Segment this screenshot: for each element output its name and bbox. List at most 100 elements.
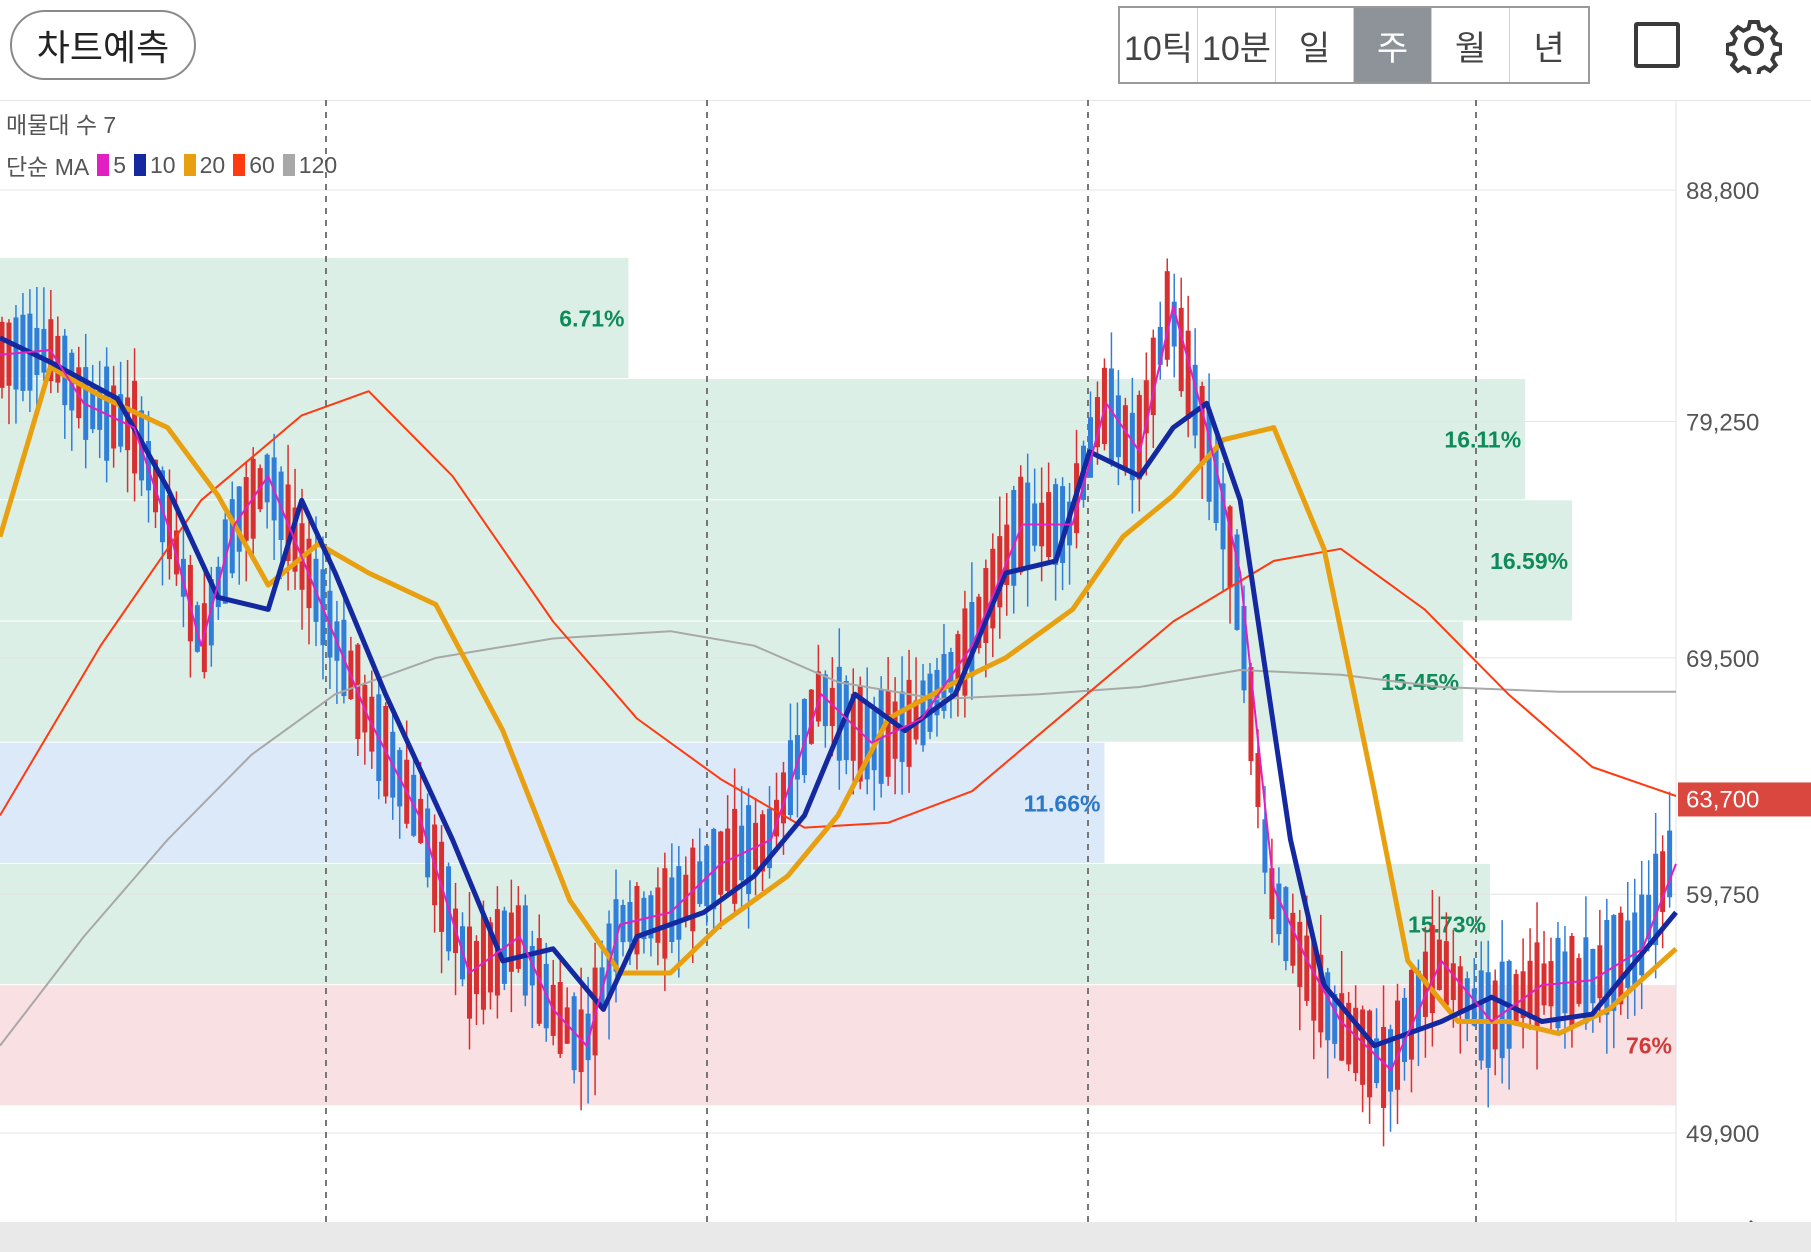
ma-swatch-120	[282, 154, 295, 176]
candle-body	[1450, 963, 1456, 1001]
candle-body	[1185, 330, 1191, 419]
candle-body	[1653, 853, 1659, 946]
candle-body	[1192, 364, 1198, 436]
candle-body	[1227, 506, 1233, 588]
candle-body	[1290, 912, 1296, 966]
gear-icon[interactable]	[1726, 18, 1782, 74]
period-tab-1[interactable]: 10분	[1198, 8, 1276, 82]
candle-body	[76, 367, 82, 419]
candle-body	[1388, 1029, 1394, 1092]
candle-body	[941, 653, 947, 711]
candle-body	[1443, 941, 1449, 1006]
candle-body	[1087, 417, 1093, 478]
candle-body	[1464, 978, 1470, 1019]
x-axis-bar	[0, 1222, 1811, 1252]
candle-body	[1122, 405, 1128, 468]
candle-body	[1094, 397, 1100, 448]
candle-body	[1164, 271, 1170, 360]
volume-zone-pct: 6.71%	[559, 305, 624, 331]
candle-body	[801, 699, 807, 776]
ma-swatch-20	[183, 154, 196, 176]
candle-body	[1346, 1002, 1352, 1065]
chart-predict-button[interactable]: 차트예측	[10, 10, 196, 80]
candle-body	[180, 558, 186, 597]
ma-period-label: 10	[150, 151, 176, 178]
candle-body	[767, 808, 773, 869]
candle-body	[857, 686, 863, 782]
candle-body	[159, 470, 165, 543]
ma-swatch-10	[134, 154, 147, 176]
candle-body	[829, 687, 835, 727]
volume-zone-pct: 16.11%	[1444, 427, 1521, 453]
y-tick-label: 49,900	[1686, 1121, 1759, 1148]
candle-body	[1394, 1000, 1400, 1090]
candle-body	[1381, 1026, 1387, 1108]
ma-swatch-60	[233, 154, 246, 176]
ma-legend-prefix: 단순 MA	[6, 154, 90, 180]
candle-body	[927, 673, 933, 732]
candle-body	[983, 568, 989, 643]
volume-profile-legend: 매물대 수 7	[6, 106, 116, 140]
candle-body	[836, 666, 842, 761]
candle-body	[1660, 851, 1666, 913]
candle-body	[794, 735, 800, 780]
candle-body	[1304, 935, 1310, 1001]
ma-period-label: 60	[249, 151, 275, 178]
y-tick-label: 79,250	[1686, 410, 1759, 437]
candle-body	[1374, 1038, 1380, 1084]
candle-body	[1590, 948, 1596, 1004]
candle-body	[1150, 337, 1156, 416]
ma-period-label: 20	[199, 151, 226, 178]
candle-body	[1618, 912, 1624, 1005]
ma120-line	[0, 630, 1676, 1047]
period-selector: 10틱 10분 일 주 월 년	[1118, 6, 1590, 84]
candle-body	[166, 495, 172, 560]
price-chart[interactable]: 6.71%16.11%16.59%15.45%11.66%15.73%76%88…	[0, 100, 1811, 1252]
candle-body	[822, 674, 828, 727]
square-icon[interactable]	[1634, 22, 1680, 68]
candle-body	[1499, 961, 1505, 1059]
candle-body	[1129, 412, 1135, 481]
period-tab-2[interactable]: 일	[1276, 8, 1354, 82]
candle-body	[850, 693, 856, 761]
candle-body	[55, 335, 61, 383]
candle-body	[892, 701, 898, 759]
candle-body	[976, 596, 982, 649]
candle-body	[1527, 960, 1533, 1019]
candle-body	[1171, 301, 1177, 347]
candle-body	[920, 680, 926, 746]
candle-body	[1646, 894, 1652, 940]
candle-body	[1457, 966, 1463, 1015]
candle-body	[906, 679, 912, 767]
candle-body	[1429, 925, 1435, 1014]
candle-body	[1178, 307, 1184, 392]
candle-body	[1667, 830, 1673, 898]
candle-body	[153, 459, 159, 513]
candle-body	[690, 847, 696, 932]
candle-body	[1157, 326, 1163, 365]
period-tab-3[interactable]: 주	[1354, 8, 1432, 82]
period-tab-5[interactable]: 년	[1510, 8, 1588, 82]
candle-body	[146, 441, 152, 491]
candle-body	[815, 671, 821, 722]
candle-body	[1108, 368, 1114, 464]
candle-body	[1136, 394, 1142, 480]
candle-body	[1115, 395, 1121, 458]
volume-zone-pct: 76%	[1626, 1033, 1672, 1059]
period-tab-4[interactable]: 월	[1432, 8, 1510, 82]
candle-body	[787, 740, 793, 815]
candle-body	[1597, 945, 1603, 999]
candle-body	[780, 772, 786, 824]
candle-body	[1534, 942, 1540, 1028]
candle-body	[173, 530, 179, 575]
candle-body	[704, 845, 710, 907]
ma60-line	[0, 390, 1677, 829]
volume-zone	[0, 742, 1105, 863]
candle-body	[1478, 970, 1484, 1061]
candle-body	[1213, 448, 1219, 524]
period-tab-0[interactable]: 10틱	[1120, 8, 1198, 82]
candle-body	[1241, 606, 1247, 691]
candle-body	[1255, 753, 1261, 807]
candle-body	[1276, 883, 1282, 935]
volume-zone	[0, 257, 629, 379]
